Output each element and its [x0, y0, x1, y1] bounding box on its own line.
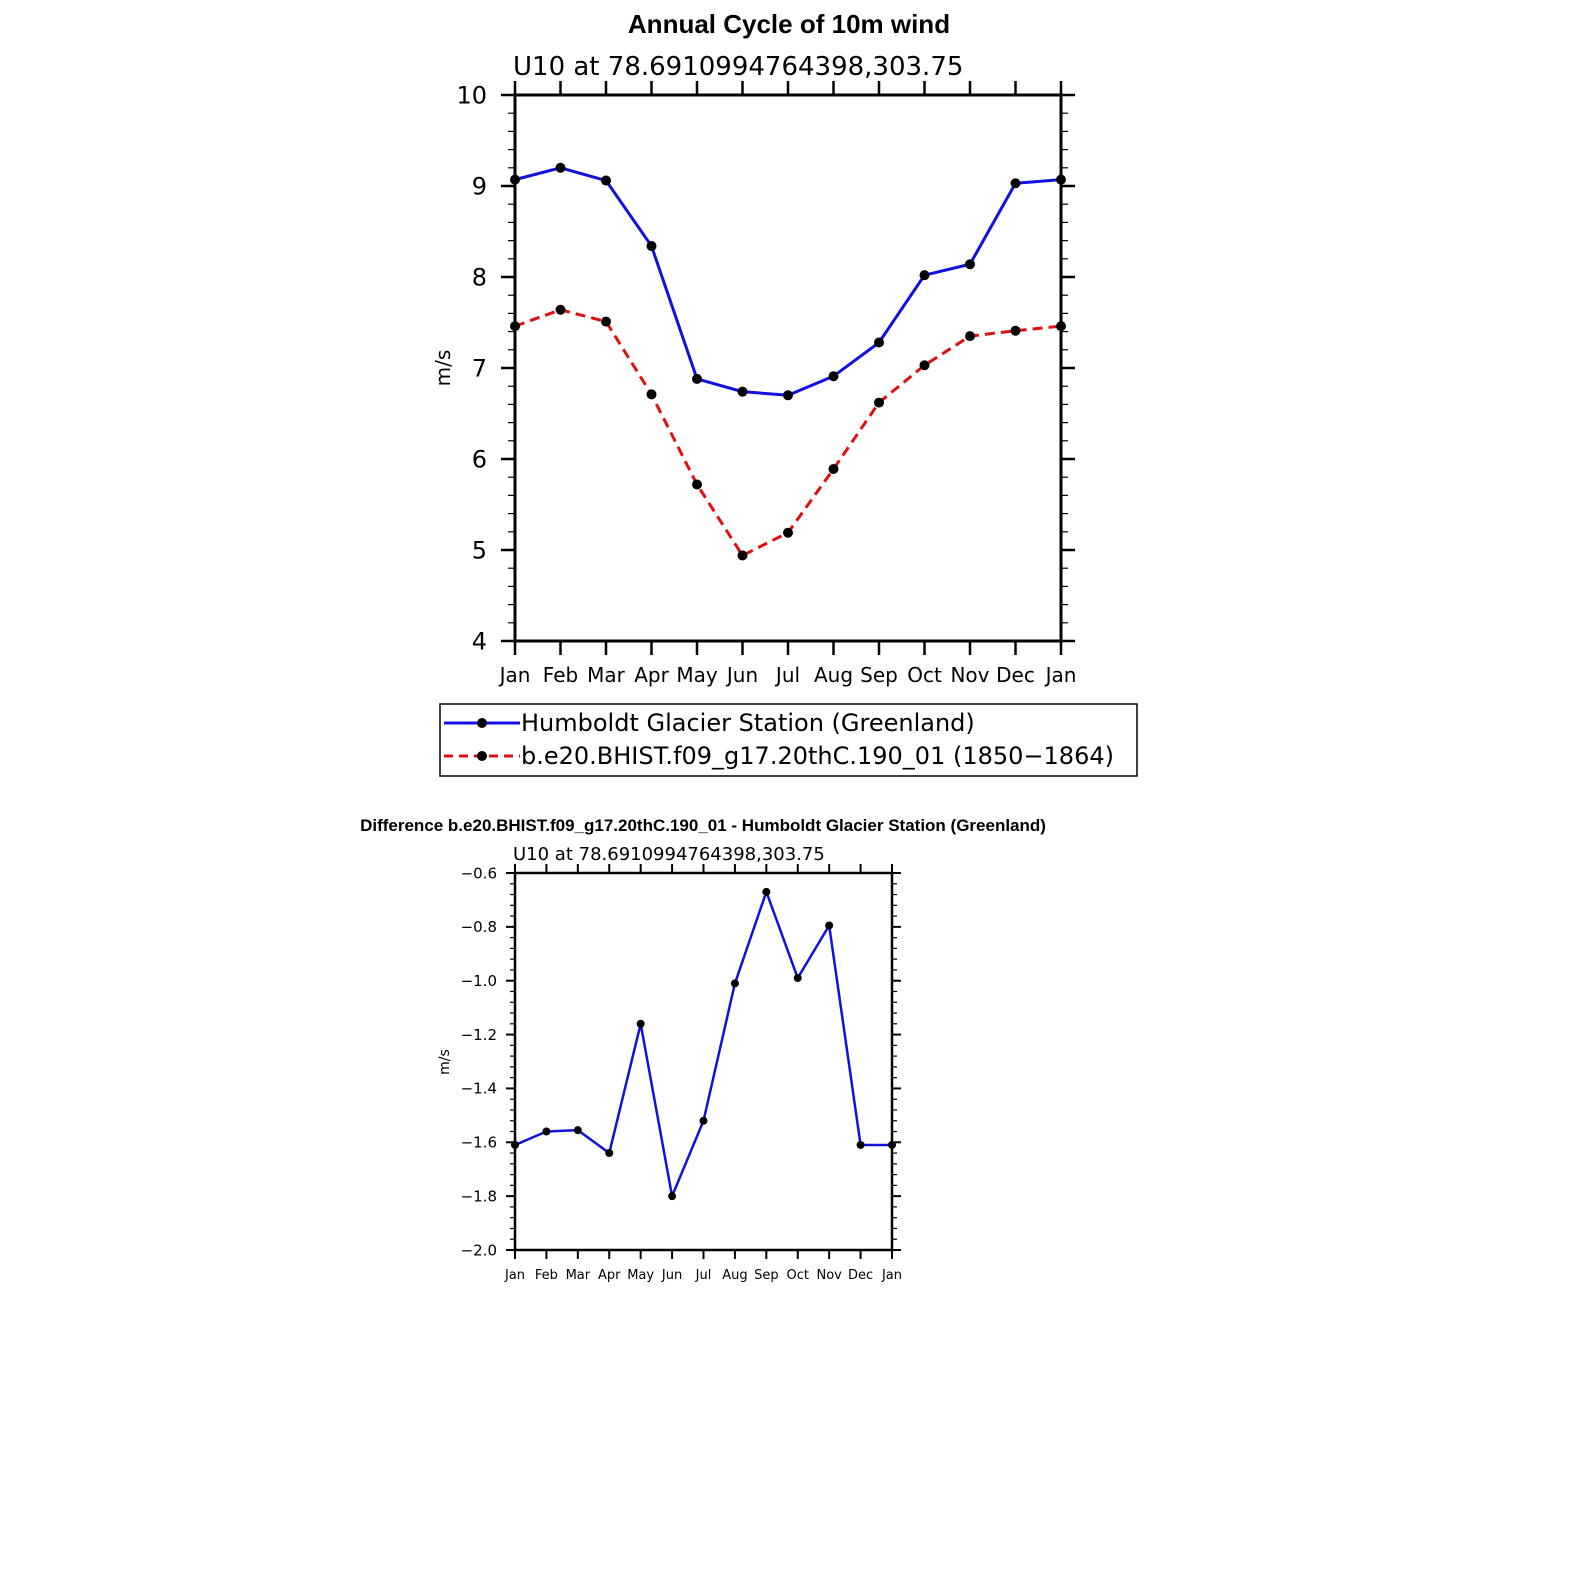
- y-tick-label: −0.8: [461, 918, 497, 936]
- chart2-ylabel: m/s: [437, 1049, 453, 1075]
- data-point-0: [692, 373, 702, 384]
- y-tick-label: 4: [472, 627, 487, 655]
- y-tick-label: −1.4: [461, 1080, 497, 1098]
- x-tick-label: Jan: [881, 1268, 902, 1283]
- data-point-0: [825, 921, 834, 930]
- data-point-0: [511, 1140, 519, 1149]
- data-point-0: [793, 974, 802, 983]
- data-point-0: [1056, 174, 1066, 185]
- x-tick-label: Jul: [695, 1268, 712, 1283]
- data-point-1: [692, 479, 702, 490]
- data-point-1: [601, 316, 611, 327]
- data-point-1: [1010, 325, 1021, 336]
- y-tick-label: 7: [472, 354, 487, 382]
- data-point-0: [828, 371, 839, 382]
- x-tick-label: Oct: [787, 1268, 809, 1283]
- chart1-legend: Humboldt Glacier Station (Greenland) b.e…: [439, 703, 1138, 777]
- data-point-0: [542, 1127, 551, 1136]
- y-tick-label: 6: [472, 445, 487, 473]
- x-tick-label: Nov: [816, 1268, 842, 1283]
- x-tick-label: Aug: [722, 1268, 747, 1283]
- x-tick-label: Jun: [661, 1268, 682, 1283]
- data-point-1: [1056, 321, 1066, 332]
- legend-label-observed: Humboldt Glacier Station (Greenland): [521, 709, 975, 737]
- data-point-0: [919, 270, 930, 281]
- x-tick-label: Feb: [543, 663, 578, 687]
- data-point-0: [730, 979, 739, 988]
- y-tick-label: −2.0: [461, 1241, 497, 1259]
- series-line-0: [514, 166, 1062, 397]
- x-tick-label: Sep: [754, 1268, 779, 1283]
- chart2-subtitle: U10 at 78.6910994764398,303.75: [513, 844, 825, 865]
- chart2-frame: [513, 871, 894, 1252]
- x-tick-label: May: [627, 1268, 654, 1283]
- data-point-1: [555, 304, 566, 315]
- x-tick-label: Sep: [860, 663, 898, 687]
- data-point-0: [605, 1149, 614, 1158]
- chart1-ylabel: m/s: [431, 350, 455, 387]
- data-point-1: [510, 321, 520, 332]
- y-tick-label: −1.2: [461, 1026, 497, 1044]
- x-tick-label: Mar: [566, 1268, 591, 1283]
- x-tick-label: Jul: [774, 663, 800, 687]
- data-point-1: [737, 550, 748, 561]
- legend-box: [439, 703, 1138, 777]
- annual-cycle-chart: Annual Cycle of 10m wind U10 at 78.69109…: [431, 9, 1138, 777]
- legend-marker-observed: [477, 718, 487, 728]
- data-point-0: [510, 174, 520, 185]
- data-point-1: [874, 397, 884, 408]
- data-point-0: [874, 337, 884, 348]
- data-point-0: [783, 390, 793, 401]
- series-line-1: [514, 308, 1062, 557]
- chart1-subtitle: U10 at 78.6910994764398,303.75: [513, 52, 963, 82]
- data-point-0: [555, 162, 566, 173]
- data-point-0: [668, 1192, 677, 1201]
- x-tick-label: Jan: [498, 663, 531, 687]
- data-point-0: [1010, 178, 1021, 189]
- x-tick-label: Jan: [504, 1268, 525, 1283]
- x-tick-label: Aug: [814, 663, 853, 687]
- series-line-0: [514, 890, 892, 1198]
- difference-chart: Difference b.e20.BHIST.f09_g17.20thC.190…: [360, 816, 1046, 1283]
- legend-label-model: b.e20.BHIST.f09_g17.20thC.190_01 (1850−1…: [521, 742, 1114, 770]
- y-tick-label: −1.6: [461, 1134, 497, 1152]
- chart1-title: Annual Cycle of 10m wind: [628, 9, 950, 39]
- data-point-0: [762, 887, 771, 896]
- x-tick-label: Jun: [725, 663, 758, 687]
- data-point-0: [601, 175, 611, 186]
- y-tick-label: −1.0: [461, 972, 497, 990]
- x-tick-label: Dec: [848, 1268, 873, 1283]
- x-tick-label: May: [676, 663, 718, 687]
- y-tick-label: 5: [472, 536, 487, 564]
- x-tick-label: Nov: [950, 663, 989, 687]
- x-tick-label: Feb: [535, 1268, 558, 1283]
- data-point-0: [636, 1019, 645, 1028]
- x-tick-label: Jan: [1044, 663, 1077, 687]
- data-point-0: [856, 1140, 865, 1149]
- data-point-1: [646, 389, 657, 400]
- data-point-0: [888, 1140, 896, 1149]
- data-point-0: [573, 1126, 582, 1135]
- data-point-0: [699, 1116, 708, 1125]
- data-point-1: [828, 464, 839, 475]
- data-point-0: [646, 241, 657, 252]
- data-point-0: [965, 259, 975, 270]
- y-tick-label: 8: [472, 263, 487, 291]
- x-tick-label: Oct: [907, 663, 942, 687]
- y-tick-label: 10: [456, 81, 487, 109]
- legend-marker-model: [477, 751, 487, 761]
- chart2-title: Difference b.e20.BHIST.f09_g17.20thC.190…: [360, 816, 1046, 835]
- y-tick-label: −1.8: [461, 1187, 497, 1205]
- x-tick-label: Apr: [634, 663, 669, 687]
- data-point-1: [783, 527, 793, 538]
- y-tick-label: 9: [472, 172, 487, 200]
- x-tick-label: Mar: [587, 663, 626, 687]
- data-point-1: [919, 360, 930, 371]
- data-point-0: [737, 386, 748, 397]
- x-tick-label: Dec: [996, 663, 1035, 687]
- y-tick-label: −0.6: [461, 864, 497, 882]
- data-point-1: [965, 331, 975, 342]
- x-tick-label: Apr: [598, 1268, 621, 1283]
